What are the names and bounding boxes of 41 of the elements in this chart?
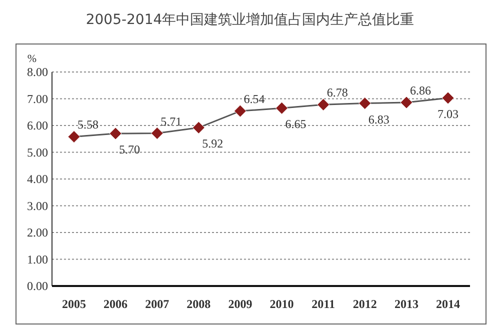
x-tick-label: 2014 [436, 297, 460, 311]
y-tick-label: 2.00 [27, 226, 48, 240]
y-tick-label: 1.00 [27, 252, 48, 266]
data-label: 5.58 [78, 118, 98, 132]
point [358, 97, 372, 110]
point [317, 98, 330, 111]
point [400, 96, 413, 109]
chart-title: 2005-2014年中国建筑业增加值占国内生产总值比重 [86, 12, 414, 28]
y-tick-label: 4.00 [27, 172, 48, 186]
point [276, 102, 288, 114]
data-label: 5.70 [119, 142, 140, 157]
y-tick-label: 7.00 [27, 92, 48, 106]
y-tick-label: 8.00 [27, 65, 48, 79]
point [442, 92, 454, 104]
data-label: 6.83 [368, 112, 390, 126]
x-tick-label: 2013 [394, 297, 418, 311]
x-tick-label: 2012 [352, 297, 377, 311]
y-axis-title: % [27, 53, 37, 65]
data-label: 5.92 [202, 136, 224, 151]
x-tick-label: 2010 [270, 297, 294, 311]
y-tick-label: 0.00 [27, 279, 48, 293]
data-label: 7.03 [438, 106, 458, 121]
y-tick-label: 6.00 [27, 118, 48, 132]
point [150, 127, 164, 140]
point [109, 127, 122, 140]
x-tick-label: 2006 [104, 297, 128, 311]
x-tick-label: 2009 [228, 297, 252, 311]
point [192, 121, 205, 134]
x-tick-label: 2008 [186, 297, 211, 311]
data-label: 6.86 [410, 83, 431, 98]
data-label: 6.54 [244, 92, 265, 106]
data-label: 5.71 [160, 114, 182, 128]
data-label: 6.65 [285, 117, 306, 132]
point [234, 104, 246, 118]
x-tick-label: 2011 [312, 297, 336, 311]
point [68, 130, 80, 143]
x-tick-label: 2005 [62, 297, 86, 311]
y-tick-label: 3.00 [27, 198, 48, 213]
y-tick-label: 5.00 [27, 145, 48, 160]
data-label: 6.78 [326, 86, 348, 100]
x-tick-label: 2007 [145, 297, 170, 311]
